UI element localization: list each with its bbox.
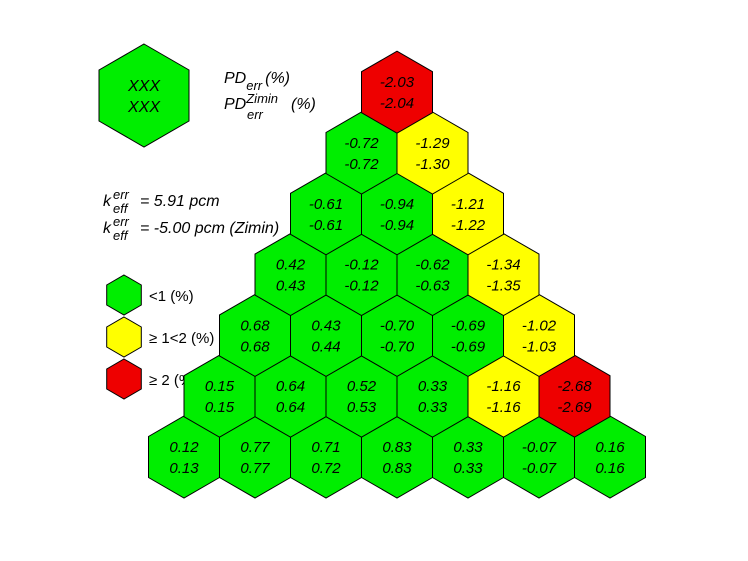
legend-label-0: <1 (%) — [149, 288, 194, 305]
hex-value-top-r1c1: 0.64 — [276, 378, 305, 395]
hex-value-bottom-r1c2: 0.53 — [347, 399, 377, 416]
hex-value-bottom-r2c2: -0.70 — [380, 338, 415, 355]
hex-value-bottom-r1c5: -2.69 — [557, 399, 592, 416]
key-label1-sub: err — [246, 78, 263, 93]
hex-value-bottom-r2c0: 0.68 — [240, 338, 270, 355]
hex-value-top-r1c5: -2.68 — [557, 378, 592, 395]
legend: <1 (%)≥ 1<2 (%)≥ 2 (%) — [106, 274, 214, 400]
hex-value-bottom-r4c1: -0.94 — [380, 217, 414, 234]
hex-value-bottom-r0c4: 0.33 — [453, 460, 483, 477]
hex-value-top-r0c2: 0.71 — [311, 439, 340, 456]
hex-value-bottom-r3c3: -1.35 — [486, 278, 521, 295]
hex-value-top-r0c5: -0.07 — [522, 439, 557, 456]
hex-value-top-r1c3: 0.33 — [418, 378, 448, 395]
hex-value-top-r2c4: -1.02 — [522, 317, 557, 334]
hex-value-bottom-r0c6: 0.16 — [595, 460, 625, 477]
hex-value-top-r4c0: -0.61 — [309, 196, 343, 213]
hex-value-bottom-r0c2: 0.72 — [311, 460, 341, 477]
keff-line2-sub: eff — [113, 228, 129, 243]
hex-value-top-r0c3: 0.83 — [382, 439, 412, 456]
hex-value-bottom-r3c1: -0.12 — [344, 278, 379, 295]
keff-line1-main: k — [103, 193, 112, 210]
hex-value-top-r3c3: -1.34 — [486, 257, 520, 274]
hex-value-bottom-r1c3: 0.33 — [418, 399, 448, 416]
hex-value-bottom-r5c0: -0.72 — [344, 156, 379, 173]
legend-label-1: ≥ 1<2 (%) — [149, 330, 214, 347]
hex-value-top-r2c2: -0.70 — [380, 317, 415, 334]
key-labels: PDerr (%) PDZimin err (%) — [224, 70, 316, 122]
hex-value-bottom-r5c1: -1.30 — [415, 156, 450, 173]
hex-value-bottom-r3c2: -0.63 — [415, 278, 450, 295]
hex-value-bottom-r2c4: -1.03 — [522, 338, 557, 355]
key-label-pd-zimin-sub: err — [247, 107, 264, 122]
key-top-text: XXX — [127, 78, 161, 95]
key-bottom-text: XXX — [127, 99, 161, 116]
hex-value-top-r0c1: 0.77 — [240, 439, 270, 456]
hex-value-bottom-r6c0: -2.04 — [380, 95, 414, 112]
hex-value-bottom-r4c0: -0.61 — [309, 217, 343, 234]
key-label1-unit: (%) — [265, 70, 290, 87]
hex-value-bottom-r0c3: 0.83 — [382, 460, 412, 477]
keff-line1-text: = 5.91 pcm — [140, 193, 220, 210]
hex-value-bottom-r0c0: 0.13 — [169, 460, 199, 477]
hex-value-top-r1c2: 0.52 — [347, 378, 377, 395]
keff-line2-sup: err — [113, 214, 130, 229]
hex-value-top-r6c0: -2.03 — [380, 74, 415, 91]
legend-swatch-2 — [106, 358, 142, 400]
key-label-pd-err: PDerr (%) — [224, 70, 290, 93]
hex-value-bottom-r1c0: 0.15 — [205, 399, 235, 416]
hex-value-top-r4c2: -1.21 — [451, 196, 485, 213]
hex-value-top-r0c6: 0.16 — [595, 439, 625, 456]
key-hexagon — [98, 43, 190, 148]
hex-value-bottom-r1c1: 0.64 — [276, 399, 305, 416]
key-label1-main: PD — [224, 70, 247, 87]
hex-value-top-r0c0: 0.12 — [169, 439, 199, 456]
legend-swatch-1 — [106, 316, 142, 358]
keff-line1-sub: eff — [113, 201, 129, 216]
hex-value-bottom-r2c3: -0.69 — [451, 338, 486, 355]
hex-value-bottom-r1c4: -1.16 — [486, 399, 521, 416]
hex-value-top-r0c4: 0.33 — [453, 439, 483, 456]
hex-value-top-r2c3: -0.69 — [451, 317, 486, 334]
hex-value-top-r3c0: 0.42 — [276, 257, 306, 274]
hex-value-top-r5c0: -0.72 — [344, 135, 379, 152]
hex-value-top-r5c1: -1.29 — [415, 135, 450, 152]
hex-value-bottom-r0c5: -0.07 — [522, 460, 557, 477]
hex-value-top-r3c1: -0.12 — [344, 257, 379, 274]
keff-line2-text: = -5.00 pcm (Zimin) — [140, 220, 279, 237]
hex-grid: 0.12 0.13 0.77 0.77 0.71 0.72 0.83 0.83 0.33 0.33… — [148, 50, 646, 499]
keff-line1-sup: err — [113, 187, 130, 202]
hex-value-top-r3c2: -0.62 — [415, 257, 450, 274]
hex-value-top-r1c4: -1.16 — [486, 378, 521, 395]
hex-cell-r6c0 — [361, 50, 433, 134]
key-label2-sup: Zimin — [245, 91, 278, 106]
hex-value-bottom-r4c2: -1.22 — [451, 217, 486, 234]
hex-value-bottom-r2c1: 0.44 — [311, 338, 340, 355]
hex-value-bottom-r3c0: 0.43 — [276, 278, 306, 295]
hex-value-top-r2c1: 0.43 — [311, 317, 341, 334]
key-label-pd-zimin: PDZimin — [224, 91, 278, 113]
key-label2-main: PD — [224, 96, 247, 113]
legend-swatch-0 — [106, 274, 142, 316]
hex-value-bottom-r0c1: 0.77 — [240, 460, 270, 477]
hex-value-top-r1c0: 0.15 — [205, 378, 235, 395]
keff-block: k err eff = 5.91 pcm k err eff = -5.00 p… — [103, 187, 279, 243]
key-label-pd-zimin-unit: (%) — [291, 96, 316, 113]
hex-value-top-r2c0: 0.68 — [240, 317, 270, 334]
hex-value-top-r4c1: -0.94 — [380, 196, 414, 213]
key-hexagon-group: XXX XXX — [98, 43, 190, 148]
keff-line2-main: k — [103, 220, 112, 237]
